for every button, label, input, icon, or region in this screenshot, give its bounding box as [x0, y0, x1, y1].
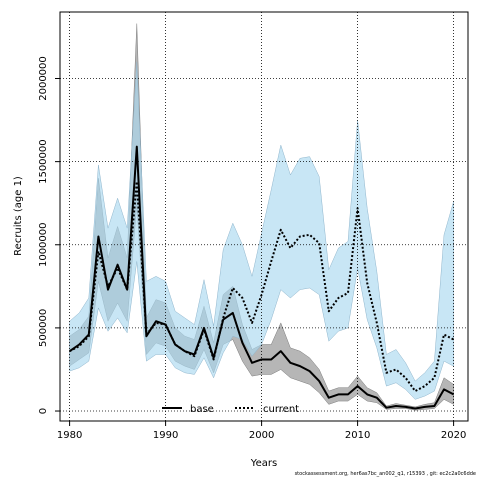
x-tick-label: 2000 — [249, 430, 274, 441]
y-tick-label: 0 — [38, 408, 49, 414]
y-tick-label: 2000000 — [38, 56, 49, 101]
x-tick-label: 1980 — [57, 430, 82, 441]
x-tick-label: 2020 — [441, 430, 466, 441]
series-line-current — [69, 180, 455, 393]
plot-frame — [59, 11, 469, 422]
legend: base current — [162, 404, 299, 415]
series-line-base — [69, 145, 455, 410]
y-tick-label: 1500000 — [38, 139, 49, 184]
x-tick-label: 2010 — [345, 430, 370, 441]
y-axis-title: Recruits (age 1) — [13, 176, 24, 256]
legend-label-base: base — [190, 404, 214, 415]
x-axis-title: Years — [250, 458, 277, 469]
y-tick-label: 1000000 — [38, 222, 49, 267]
legend-label-current: current — [263, 404, 299, 415]
y-tick-label: 500000 — [38, 309, 49, 347]
x-tick-label: 1990 — [153, 430, 178, 441]
footer-credit: stockassessment.org, her6as7bc_an002_q1,… — [294, 471, 476, 477]
